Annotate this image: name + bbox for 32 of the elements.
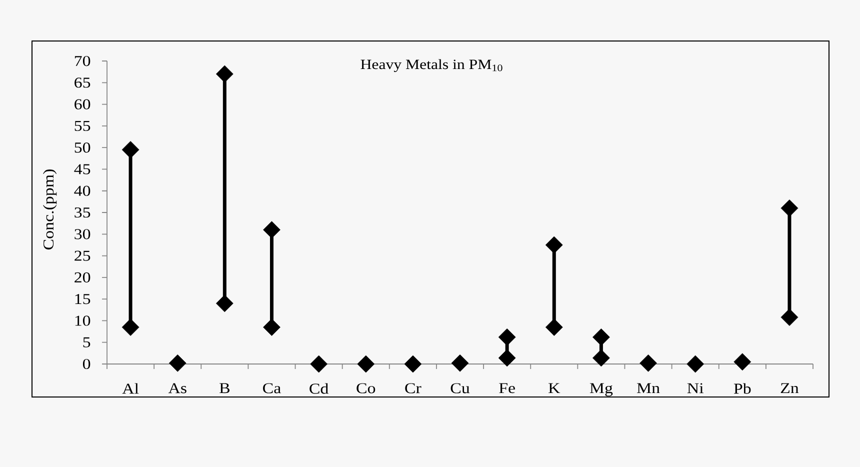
y-tick-label: 55 [74, 120, 90, 131]
y-tick-label: 50 [74, 142, 90, 153]
x-tick-label: Fe [499, 383, 515, 394]
y-tick-label: 10 [75, 316, 90, 326]
y-tick-label: 5 [83, 337, 90, 348]
x-tick-label: K [548, 383, 560, 394]
y-tick-label: 60 [74, 99, 90, 110]
x-tick-label: Zn [780, 383, 799, 394]
y-tick-label: 35 [74, 207, 90, 218]
x-tick-label: As [168, 383, 186, 394]
x-tick-label: B [220, 383, 230, 394]
y-tick-label: 15 [75, 294, 90, 304]
y-tick-label: 0 [82, 358, 90, 370]
y-tick-label: 20 [74, 272, 90, 282]
x-tick-label: Cu [450, 383, 470, 394]
chart-title: Heavy Metals in PM$_{10}$ [360, 59, 502, 72]
x-tick-label: Pb [734, 383, 751, 394]
y-tick-label: 70 [74, 56, 90, 66]
y-axis-title: Conc.(ppm) [43, 170, 57, 250]
x-tick-label: Ca [263, 383, 281, 394]
x-tick-label: Cd [310, 383, 328, 394]
x-tick-label: Mn [636, 383, 660, 394]
y-tick-label: 65 [74, 78, 90, 88]
x-tick-label: Co [356, 383, 376, 394]
y-tick-label: 25 [74, 250, 90, 261]
y-tick-label: 30 [74, 229, 90, 240]
x-tick-label: Cr [405, 383, 422, 394]
y-tick-label: 40 [74, 186, 90, 196]
x-tick-label: Mg [590, 383, 613, 396]
x-tick-label: Al [122, 383, 139, 394]
y-tick-label: 45 [74, 164, 90, 174]
x-tick-label: Ni [687, 383, 704, 394]
